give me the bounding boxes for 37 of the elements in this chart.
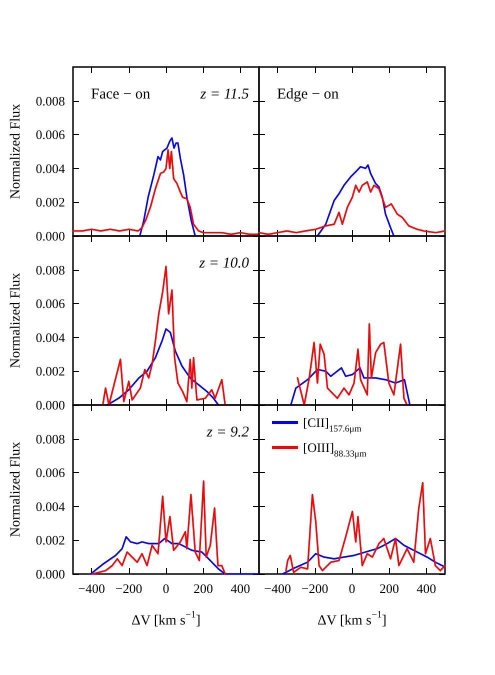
y-tick-label: 0.000 bbox=[36, 228, 65, 244]
y-tick-label: 0.006 bbox=[36, 296, 66, 312]
text: z = 10.0 bbox=[198, 256, 250, 272]
y-tick-label: 0.008 bbox=[36, 262, 65, 278]
x-tick-label: 0 bbox=[348, 581, 356, 596]
annotation: Face − on bbox=[91, 86, 151, 102]
x-tick-label: −400 bbox=[78, 581, 106, 596]
x-tick-label: −400 bbox=[264, 581, 292, 596]
y-tick-label: 0.000 bbox=[36, 398, 65, 412]
y-tick-label: 0.000 bbox=[36, 566, 65, 582]
x-tick-label: −200 bbox=[115, 581, 142, 596]
line-series bbox=[90, 536, 260, 575]
x-tick-label: 200 bbox=[379, 581, 399, 596]
y-tick-label: 0.004 bbox=[36, 498, 66, 514]
text: z = 11.5 bbox=[199, 86, 250, 102]
y-tick-label: 0.002 bbox=[36, 194, 65, 210]
line-series bbox=[138, 137, 196, 237]
text: z = 9.2 bbox=[206, 424, 250, 440]
y-tick-label: 0.002 bbox=[36, 532, 65, 548]
y-axis-title: Normalized Flux bbox=[8, 442, 24, 538]
y-axis-title: Normalized Flux bbox=[8, 272, 24, 368]
line-series bbox=[106, 328, 220, 406]
x-tick-label: 400 bbox=[416, 581, 436, 596]
y-tick-label: 0.008 bbox=[36, 431, 65, 446]
y-axis-title: Normalized Flux bbox=[8, 104, 24, 200]
y-tick-label: 0.008 bbox=[36, 93, 65, 108]
annotation: Edge − on bbox=[277, 86, 340, 102]
y-tick-label: 0.004 bbox=[36, 330, 66, 345]
y-tick-label: 0.006 bbox=[36, 127, 66, 142]
y-tick-label: 0.006 bbox=[36, 465, 66, 480]
y-tick-label: 0.004 bbox=[36, 160, 66, 176]
x-tick-label: 0 bbox=[162, 581, 170, 596]
x-tick-label: −200 bbox=[301, 581, 328, 596]
y-tick-label: 0.002 bbox=[36, 364, 65, 379]
x-tick-label: 400 bbox=[230, 581, 250, 596]
x-tick-label: 200 bbox=[193, 581, 213, 596]
line-series bbox=[92, 480, 226, 575]
